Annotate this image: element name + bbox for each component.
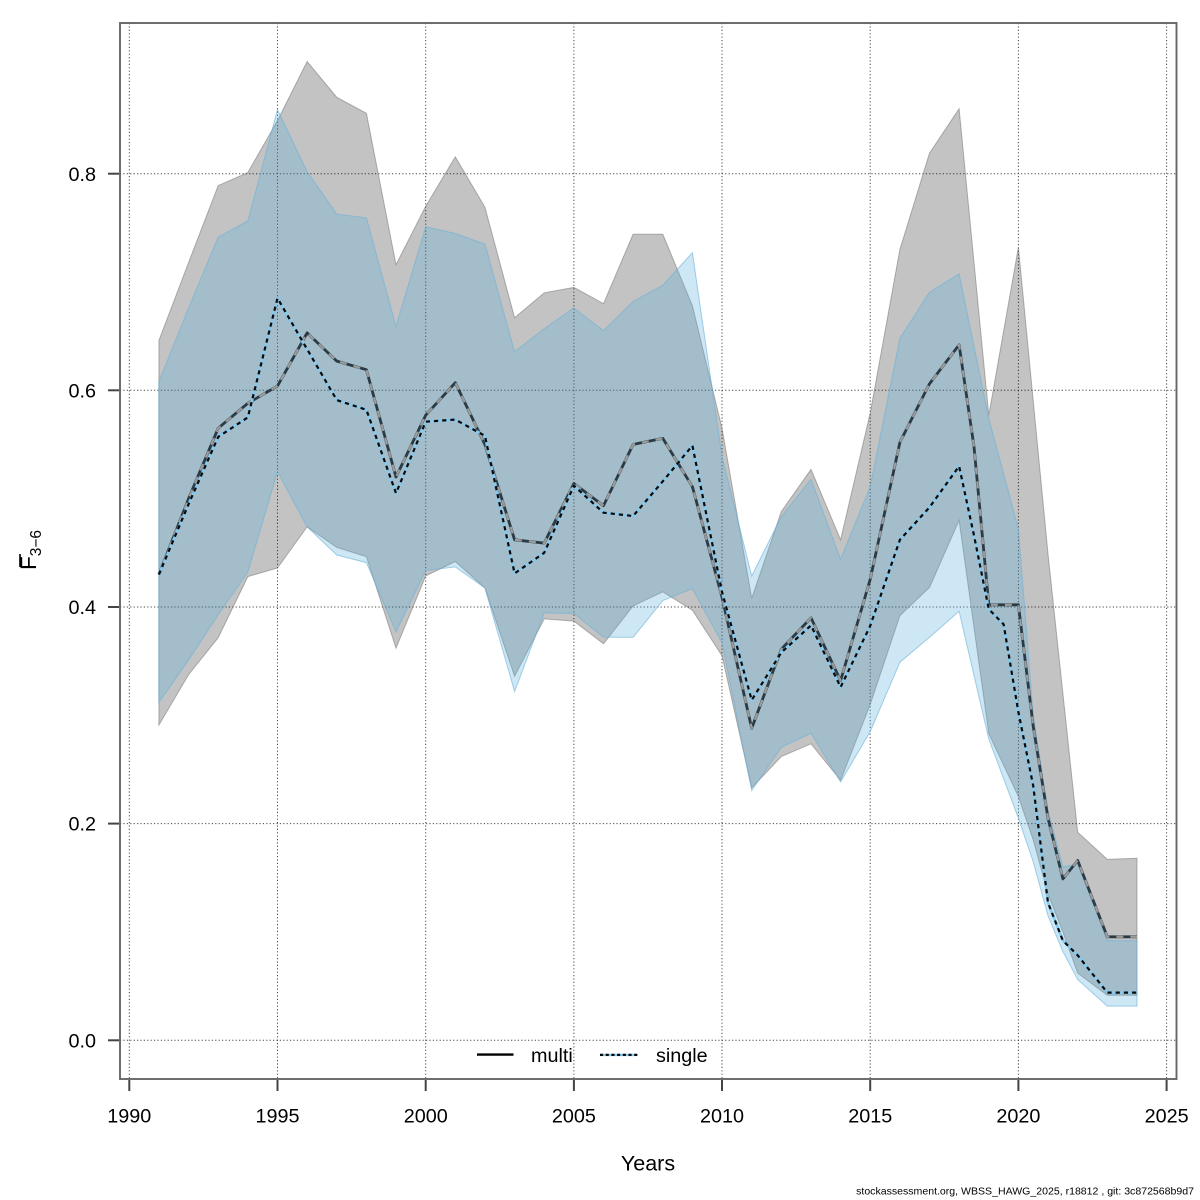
svg-text:1995: 1995 [255, 1106, 299, 1128]
svg-text:0.4: 0.4 [69, 597, 97, 619]
svg-text:0.2: 0.2 [69, 814, 97, 836]
svg-text:0.0: 0.0 [69, 1030, 97, 1052]
svg-text:single: single [656, 1045, 708, 1067]
svg-text:Years: Years [621, 1152, 675, 1176]
svg-text:0.8: 0.8 [69, 164, 97, 186]
svg-text:2015: 2015 [848, 1106, 892, 1128]
svg-text:2000: 2000 [404, 1106, 448, 1128]
svg-text:stockassessment.org, WBSS_HAWG: stockassessment.org, WBSS_HAWG_2025, r18… [856, 1186, 1194, 1198]
svg-text:multi: multi [531, 1045, 573, 1067]
svg-text:2010: 2010 [700, 1106, 744, 1128]
svg-text:2020: 2020 [996, 1106, 1040, 1128]
svg-text:2005: 2005 [552, 1106, 596, 1128]
svg-text:2025: 2025 [1145, 1106, 1189, 1128]
svg-text:0.6: 0.6 [69, 380, 97, 402]
svg-text:1990: 1990 [107, 1106, 151, 1128]
